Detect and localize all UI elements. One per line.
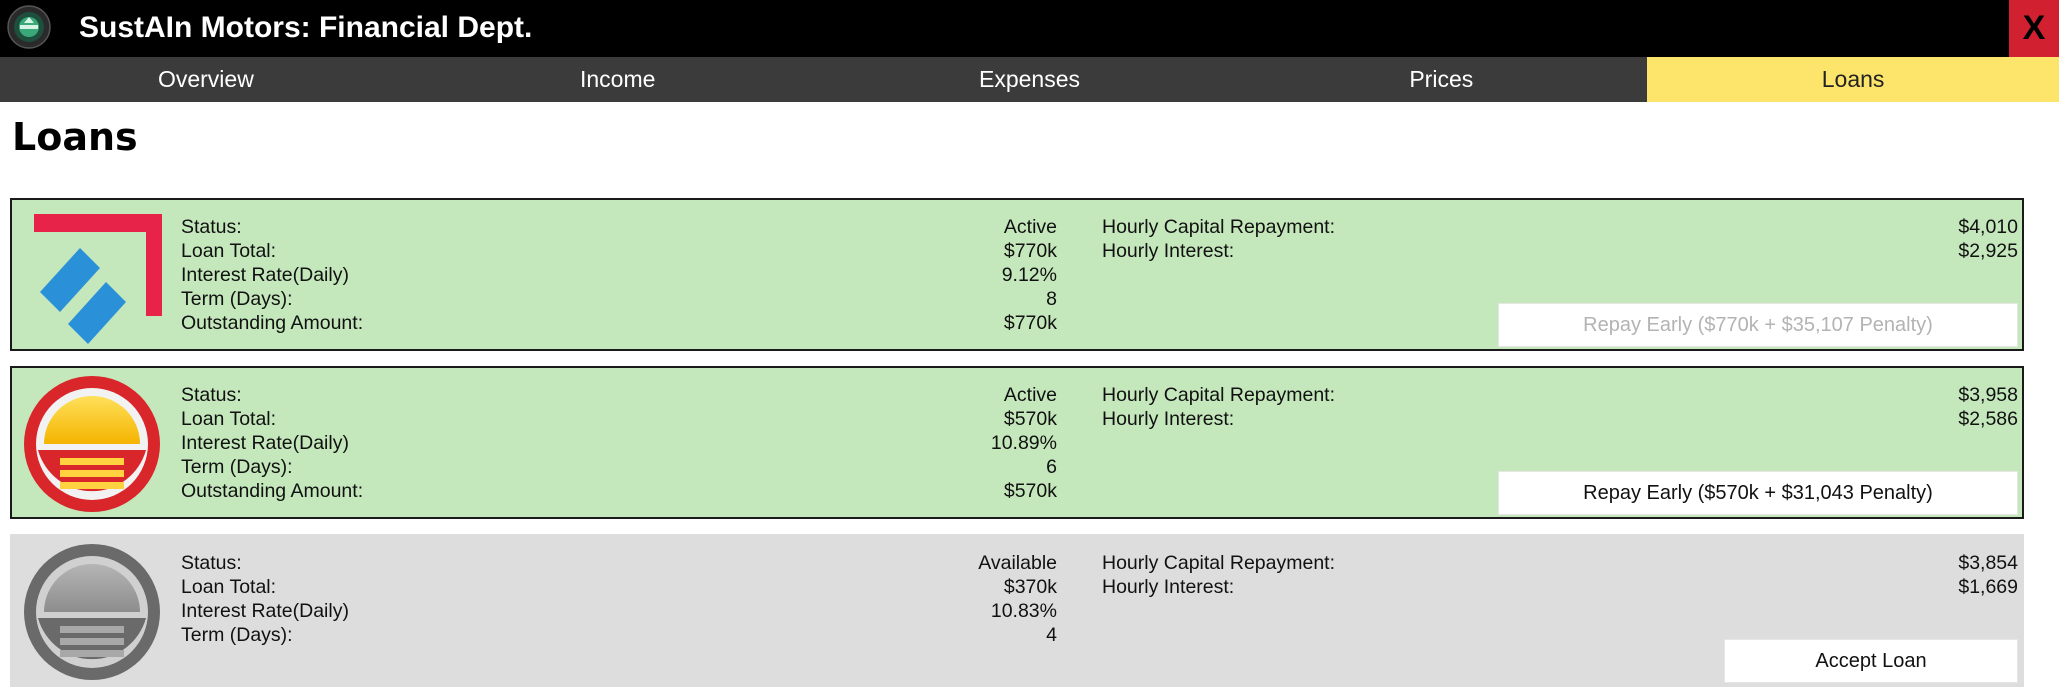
- loan-labels: Status: Loan Total: Interest Rate(Daily)…: [181, 551, 349, 647]
- hourly-interest-value: $1,669: [1958, 576, 2018, 598]
- status-label: Status:: [181, 216, 242, 238]
- app-title: SustAIn Motors: Financial Dept.: [79, 11, 533, 44]
- loan-total-label: Loan Total:: [181, 408, 277, 430]
- interest-rate-value: 9.12%: [1001, 264, 1057, 286]
- term-value: 6: [1046, 456, 1057, 478]
- tab-overview[interactable]: Overview: [157, 66, 254, 92]
- title-bar: SustAIn Motors: Financial Dept. X: [0, 0, 2059, 57]
- outstanding-label: Outstanding Amount:: [181, 480, 364, 502]
- interest-rate-label: Interest Rate(Daily): [181, 432, 349, 454]
- outstanding-label: Outstanding Amount:: [181, 312, 364, 334]
- app-logo-icon: [7, 5, 51, 49]
- loan-card: Status: Loan Total: Interest Rate(Daily)…: [10, 534, 2024, 687]
- hourly-values: $3,958 $2,586: [1712, 383, 2018, 431]
- tab-loans[interactable]: Loans: [1647, 57, 2059, 102]
- interest-rate-label: Interest Rate(Daily): [181, 600, 349, 622]
- status-value: Active: [1003, 216, 1057, 238]
- term-value: 4: [1046, 624, 1057, 646]
- loan-total-label: Loan Total:: [181, 240, 277, 262]
- hourly-labels: Hourly Capital Repayment: Hourly Interes…: [1102, 551, 1335, 599]
- grey-circle-logo-icon: [24, 544, 160, 680]
- hourly-values: $3,854 $1,669: [1712, 551, 2018, 599]
- interest-rate-value: 10.83%: [990, 600, 1057, 622]
- outstanding-value: $570k: [1003, 480, 1057, 502]
- loan-values: Available $370k 10.83% 4: [712, 551, 1057, 647]
- tab-bar: Overview Income Expenses Prices Loans: [0, 57, 2059, 102]
- hourly-capital-value: $4,010: [1958, 216, 2018, 238]
- loan-card: Status: Loan Total: Interest Rate(Daily)…: [10, 366, 2024, 519]
- repay-early-button[interactable]: Repay Early ($570k + $31,043 Penalty): [1498, 471, 2018, 515]
- tab-expenses[interactable]: Expenses: [978, 66, 1080, 92]
- hourly-capital-label: Hourly Capital Repayment:: [1102, 552, 1336, 574]
- loan-values: Active $770k 9.12% 8 $770k: [712, 215, 1057, 335]
- term-label: Term (Days):: [181, 288, 293, 310]
- loan-labels: Status: Loan Total: Interest Rate(Daily)…: [181, 383, 363, 503]
- hourly-capital-value: $3,958: [1958, 384, 2018, 406]
- hourly-capital-label: Hourly Capital Repayment:: [1102, 384, 1336, 406]
- sunset-circle-logo-icon: [24, 376, 160, 512]
- status-value: Available: [978, 552, 1057, 574]
- close-button[interactable]: X: [2009, 0, 2059, 57]
- hourly-capital-label: Hourly Capital Repayment:: [1102, 216, 1336, 238]
- term-value: 8: [1046, 288, 1057, 310]
- loan-total-label: Loan Total:: [181, 576, 277, 598]
- accept-loan-button[interactable]: Accept Loan: [1724, 639, 2018, 683]
- hourly-interest-label: Hourly Interest:: [1102, 240, 1235, 262]
- status-label: Status:: [181, 384, 242, 406]
- loan-values: Active $570k 10.89% 6 $570k: [712, 383, 1057, 503]
- hourly-interest-value: $2,925: [1958, 240, 2018, 262]
- hourly-labels: Hourly Capital Repayment: Hourly Interes…: [1102, 383, 1335, 431]
- loan-total-value: $370k: [1003, 576, 1057, 598]
- status-label: Status:: [181, 552, 242, 574]
- outstanding-value: $770k: [1003, 312, 1057, 334]
- loan-total-value: $570k: [1003, 408, 1057, 430]
- interest-rate-label: Interest Rate(Daily): [181, 264, 349, 286]
- hourly-interest-label: Hourly Interest:: [1102, 408, 1235, 430]
- loan-total-value: $770k: [1003, 240, 1057, 262]
- hourly-interest-value: $2,586: [1958, 408, 2018, 430]
- repay-early-button[interactable]: Repay Early ($770k + $35,107 Penalty): [1498, 303, 2018, 347]
- page-title: Loans: [12, 115, 138, 159]
- loan-labels: Status: Loan Total: Interest Rate(Daily)…: [181, 215, 363, 335]
- term-label: Term (Days):: [181, 456, 293, 478]
- red-blue-arrow-logo-icon: [34, 214, 162, 344]
- tab-prices[interactable]: Prices: [1409, 66, 1474, 92]
- tab-income[interactable]: Income: [579, 66, 656, 92]
- hourly-interest-label: Hourly Interest:: [1102, 576, 1235, 598]
- interest-rate-value: 10.89%: [990, 432, 1057, 454]
- term-label: Term (Days):: [181, 624, 293, 646]
- status-value: Active: [1003, 384, 1057, 406]
- hourly-labels: Hourly Capital Repayment: Hourly Interes…: [1102, 215, 1335, 263]
- loan-card: Status: Loan Total: Interest Rate(Daily)…: [10, 198, 2024, 351]
- hourly-capital-value: $3,854: [1958, 552, 2018, 574]
- hourly-values: $4,010 $2,925: [1712, 215, 2018, 263]
